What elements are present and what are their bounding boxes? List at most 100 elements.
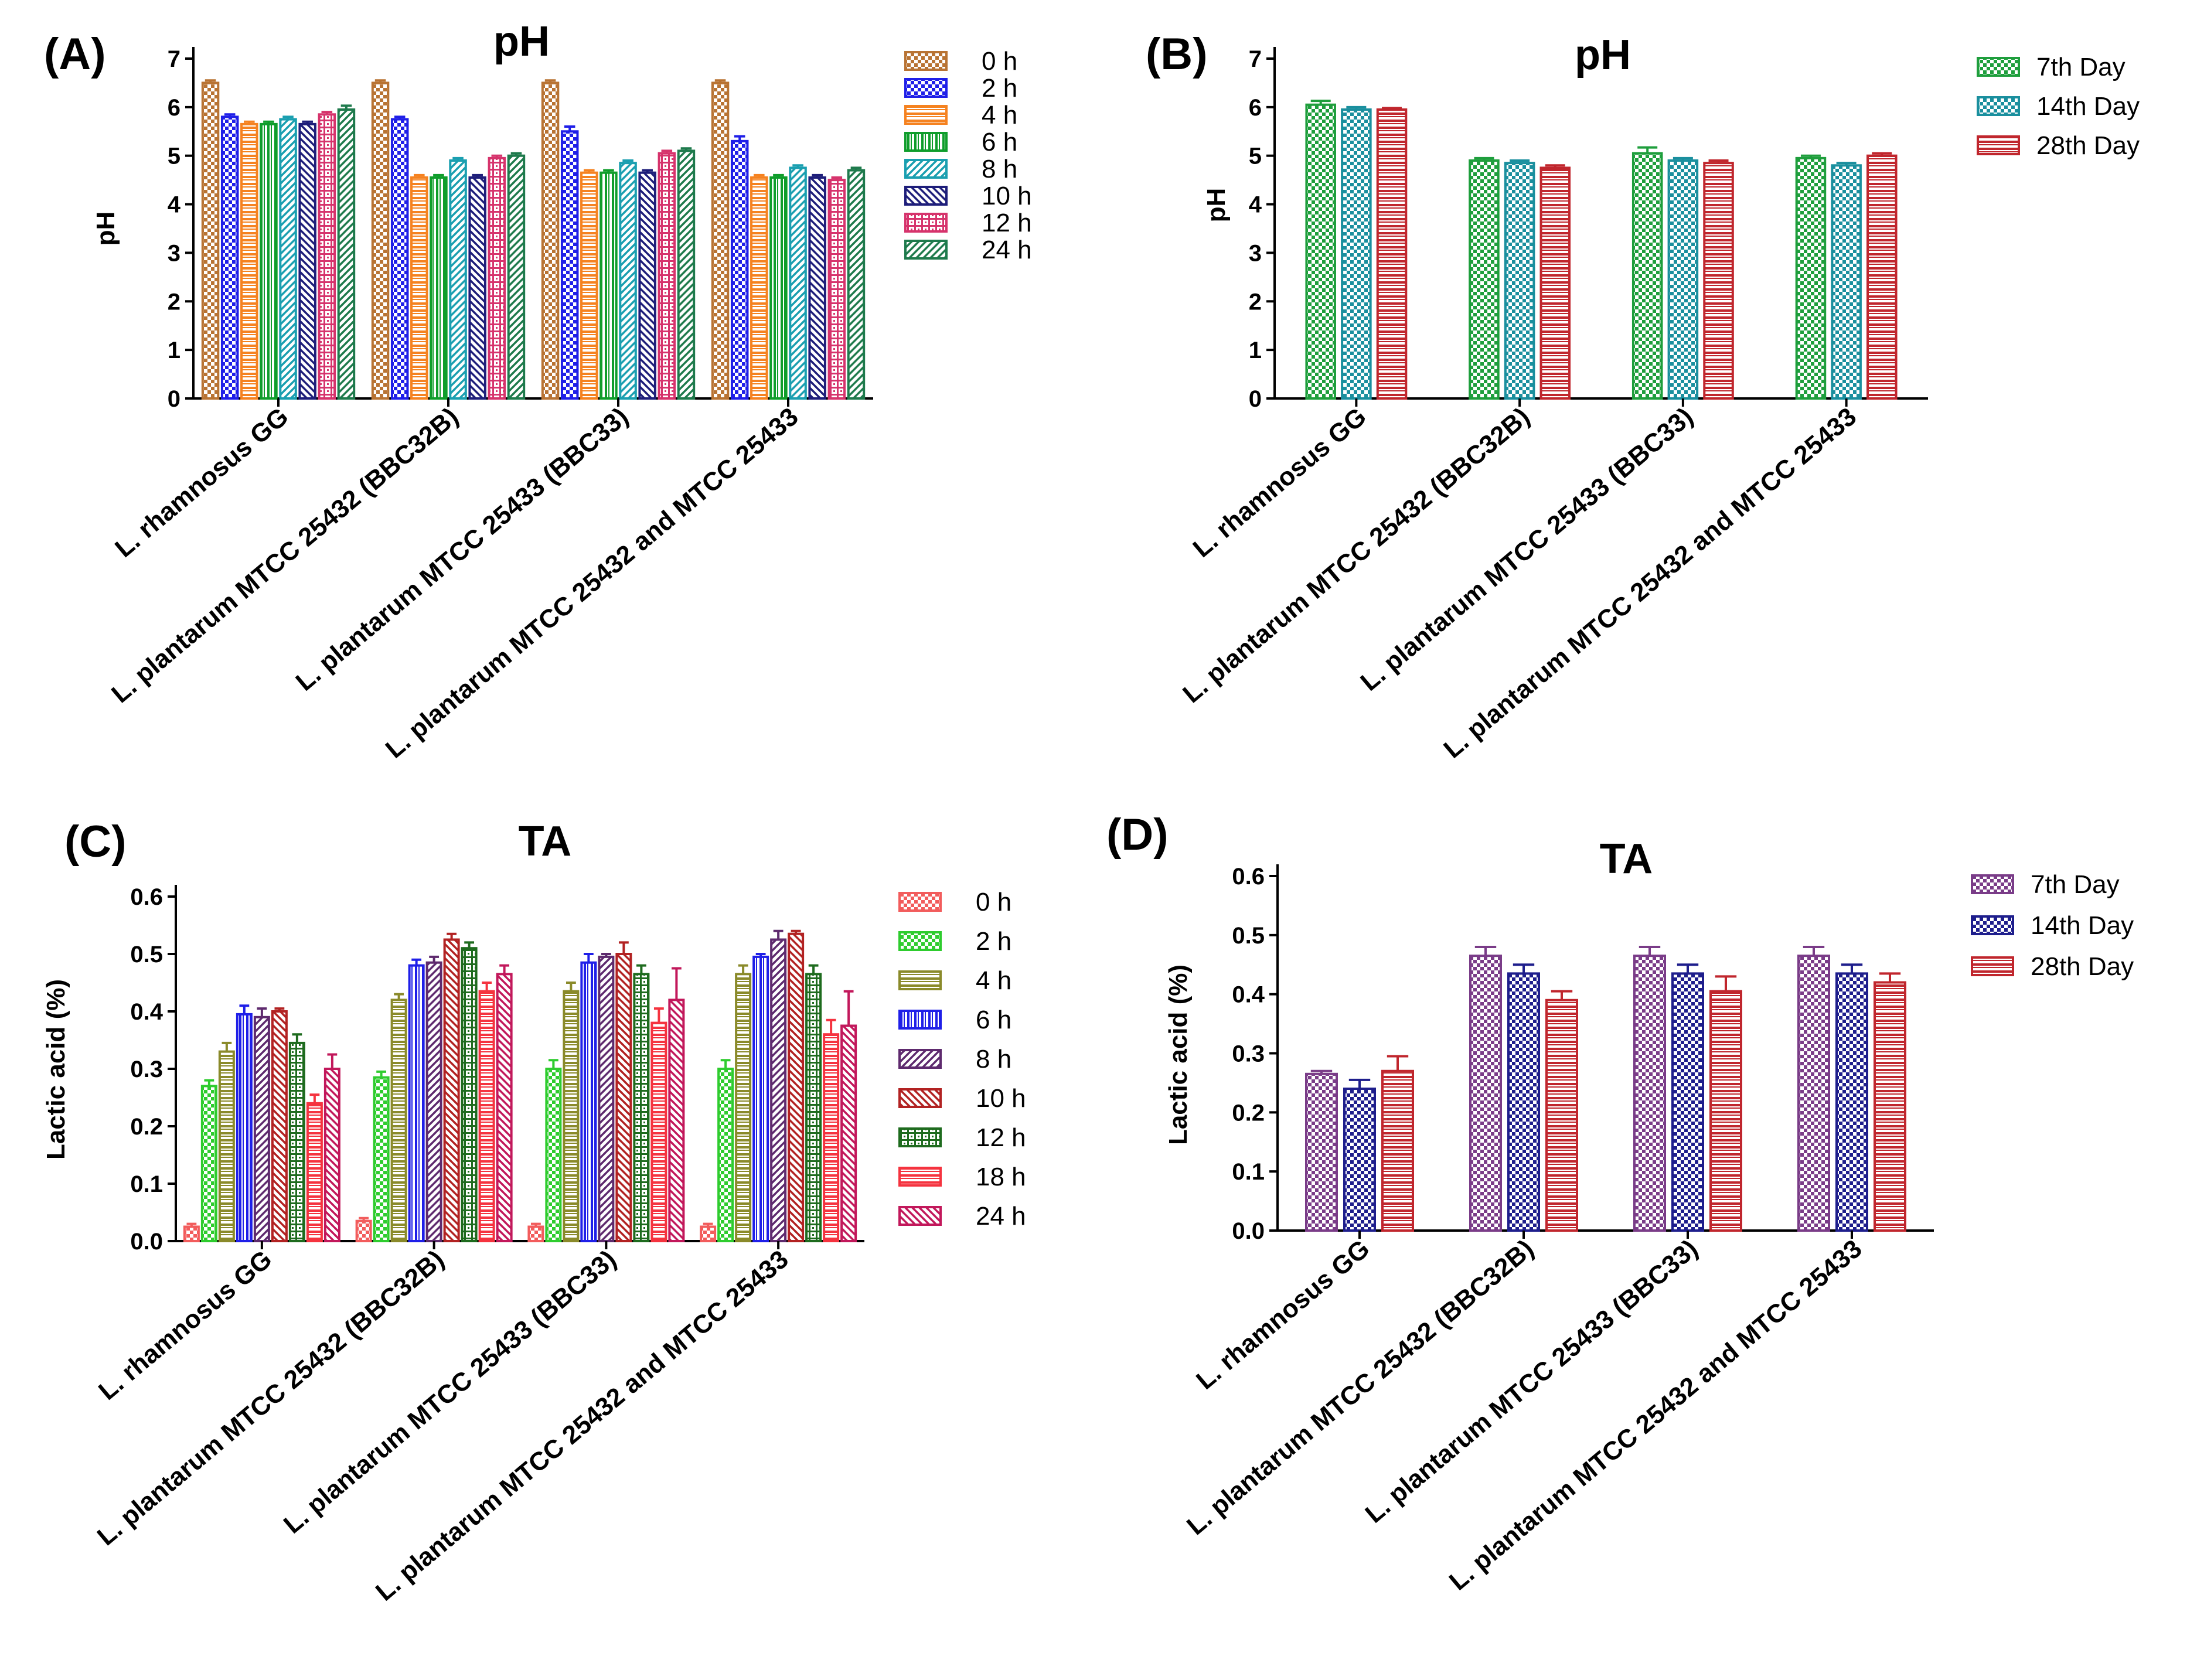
error-bar: [472, 173, 483, 178]
legend-label: 10 h: [976, 1084, 1026, 1113]
bar-4-h: [563, 990, 580, 1242]
bar-7th-day: [1305, 103, 1336, 400]
bar-4-h: [410, 176, 428, 400]
category-label: L. rhamnosus GG: [1188, 402, 1372, 563]
error-bar: [1387, 1055, 1409, 1071]
bar-24-h: [323, 1068, 340, 1242]
error-bar: [1803, 946, 1825, 956]
y-tick-label: 4: [1249, 192, 1262, 218]
bar-10-h: [443, 938, 460, 1242]
error-bar: [1639, 946, 1661, 956]
bar-14th-day: [1835, 972, 1868, 1232]
error-bar: [792, 164, 803, 168]
legend-swatch: [898, 1127, 942, 1147]
bar-10-h: [468, 176, 486, 400]
error-bar: [244, 120, 255, 124]
bar-4-h: [240, 122, 258, 400]
legend-label: 2 h: [976, 927, 1011, 956]
error-bar: [738, 964, 748, 974]
bar-6-h: [260, 122, 278, 400]
bar-10-h: [788, 932, 805, 1242]
error-bar: [734, 135, 745, 141]
y-tick-label: 1: [1249, 338, 1262, 363]
bar-2-h: [220, 115, 239, 400]
legend-label: 7th Day: [2031, 870, 2120, 899]
y-tick-label: 2: [1249, 289, 1262, 315]
error-bar: [773, 929, 784, 940]
bar-0-h: [183, 1225, 200, 1242]
bar-28th-day: [1703, 162, 1734, 400]
error-bar: [309, 1093, 320, 1103]
bar-28th-day: [1381, 1069, 1414, 1232]
y-tick-label: 5: [1249, 144, 1262, 169]
legend-label: 10 h: [982, 182, 1032, 210]
legend-label: 4 h: [976, 966, 1011, 995]
bar-6-h: [236, 1013, 253, 1243]
bar-8-h: [425, 961, 442, 1242]
y-tick-label: 0.0: [130, 1229, 163, 1255]
error-bar: [636, 964, 646, 974]
bar-0-h: [541, 81, 560, 400]
error-bar: [394, 993, 404, 1000]
bar-12-h: [827, 179, 846, 400]
bar-14th-day: [1343, 1088, 1376, 1232]
error-bar: [1879, 972, 1901, 983]
error-bar: [1513, 963, 1535, 974]
bar-24-h: [337, 108, 356, 400]
error-bar: [292, 1033, 302, 1043]
y-tick-label: 0.0: [1232, 1218, 1265, 1244]
error-bar: [394, 115, 406, 120]
bar-28th-day: [1709, 990, 1742, 1232]
error-bar: [374, 79, 386, 83]
bar-0-h: [371, 81, 390, 400]
error-bar: [680, 147, 692, 151]
error-bar: [1382, 107, 1402, 110]
legend-swatch: [1977, 57, 2020, 77]
bar-2-h: [717, 1068, 734, 1242]
legend-swatch: [904, 105, 948, 125]
legend-swatch: [898, 892, 942, 912]
bar-7th-day: [1795, 156, 1827, 400]
bar-18-h: [823, 1033, 840, 1242]
error-bar: [1715, 975, 1737, 991]
error-bar: [826, 1018, 836, 1035]
error-bar: [671, 967, 682, 1000]
legend-label: 24 h: [982, 236, 1032, 264]
error-bar: [1474, 156, 1494, 161]
bar-24-h: [496, 973, 513, 1243]
bar-0-h: [527, 1225, 544, 1242]
panel-a-title: pH: [493, 18, 550, 65]
error-bar: [661, 149, 673, 154]
bar-7th-day: [1469, 955, 1502, 1232]
y-tick-label: 6: [1249, 95, 1262, 121]
error-bar: [618, 941, 629, 954]
bar-6-h: [769, 176, 788, 400]
y-tick-label: 0: [1249, 386, 1262, 412]
error-bar: [548, 1059, 558, 1069]
bar-8-h: [770, 938, 787, 1242]
bar-0-h: [355, 1219, 372, 1242]
bar-6-h: [430, 176, 448, 400]
legend-label: 0 h: [976, 888, 1011, 916]
error-bar: [321, 111, 333, 115]
y-tick-label: 0.6: [130, 884, 163, 910]
legend-label: 12 h: [982, 209, 1032, 237]
panel-a-y-axis-label: pH: [91, 212, 120, 246]
error-bar: [1510, 159, 1530, 163]
error-bar: [544, 79, 556, 83]
error-bar: [1872, 152, 1892, 156]
legend-swatch: [898, 1049, 942, 1069]
error-bar: [1346, 105, 1367, 110]
bar-8-h: [279, 118, 297, 400]
y-tick-label: 1: [168, 338, 180, 363]
error-bar: [411, 958, 422, 966]
error-bar: [1545, 164, 1565, 168]
bar-6-h: [752, 955, 769, 1243]
y-tick-label: 0.6: [1232, 864, 1265, 890]
bar-28th-day: [1376, 108, 1408, 400]
legend-swatch: [898, 1010, 942, 1030]
error-bar: [703, 1222, 713, 1227]
bar-12-h: [633, 973, 650, 1243]
error-bar: [429, 955, 440, 963]
y-tick-label: 3: [168, 240, 180, 266]
